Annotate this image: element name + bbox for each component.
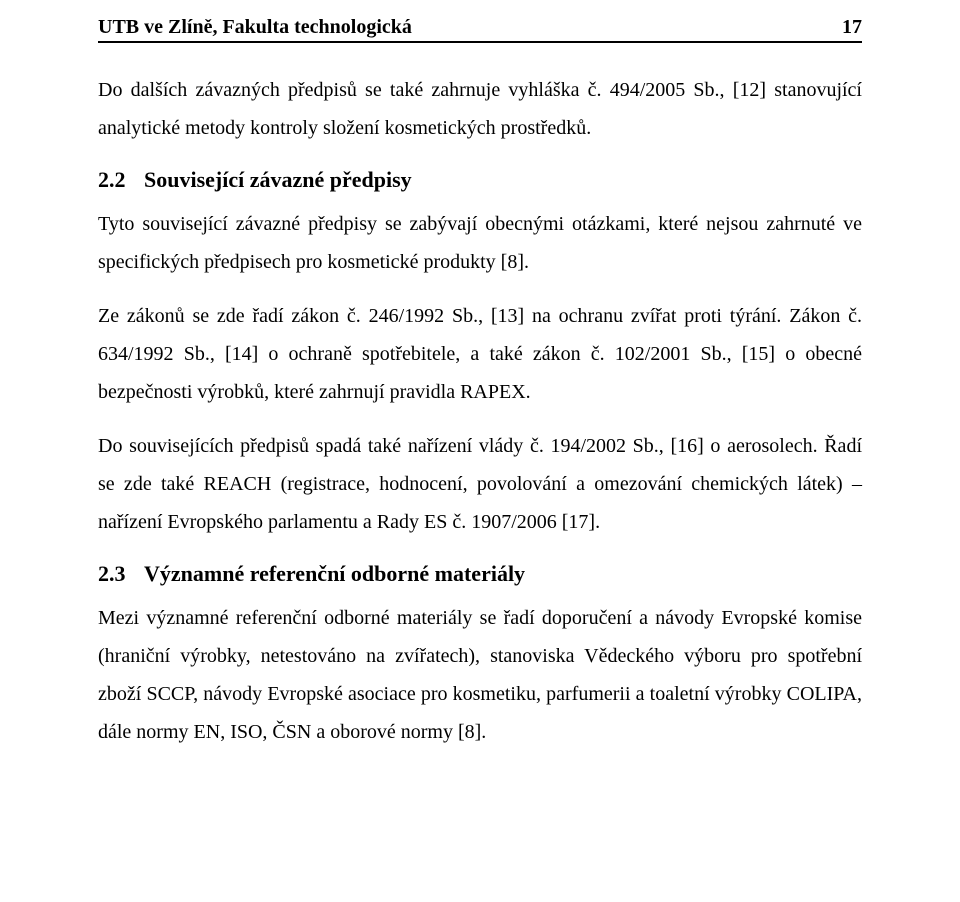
paragraph-2-3a: Mezi významné referenční odborné materiá…: [98, 599, 862, 751]
paragraph-2-2a: Tyto související závazné předpisy se zab…: [98, 205, 862, 281]
paragraph-2-2b: Ze zákonů se zde řadí zákon č. 246/1992 …: [98, 297, 862, 411]
section-number: 2.2: [98, 167, 130, 193]
page-number: 17: [842, 16, 862, 39]
running-header: UTB ve Zlíně, Fakulta technologická 17: [98, 16, 862, 43]
section-heading-2-2: 2.2 Související závazné předpisy: [98, 167, 862, 193]
header-institution: UTB ve Zlíně, Fakulta technologická: [98, 16, 412, 39]
paragraph-2-2c: Do souvisejících předpisů spadá také nař…: [98, 427, 862, 541]
document-page: UTB ve Zlíně, Fakulta technologická 17 D…: [0, 0, 960, 902]
section-number: 2.3: [98, 561, 130, 587]
section-title: Významné referenční odborné materiály: [144, 561, 525, 587]
paragraph-intro: Do dalších závazných předpisů se také za…: [98, 71, 862, 147]
section-heading-2-3: 2.3 Významné referenční odborné materiál…: [98, 561, 862, 587]
section-title: Související závazné předpisy: [144, 167, 412, 193]
